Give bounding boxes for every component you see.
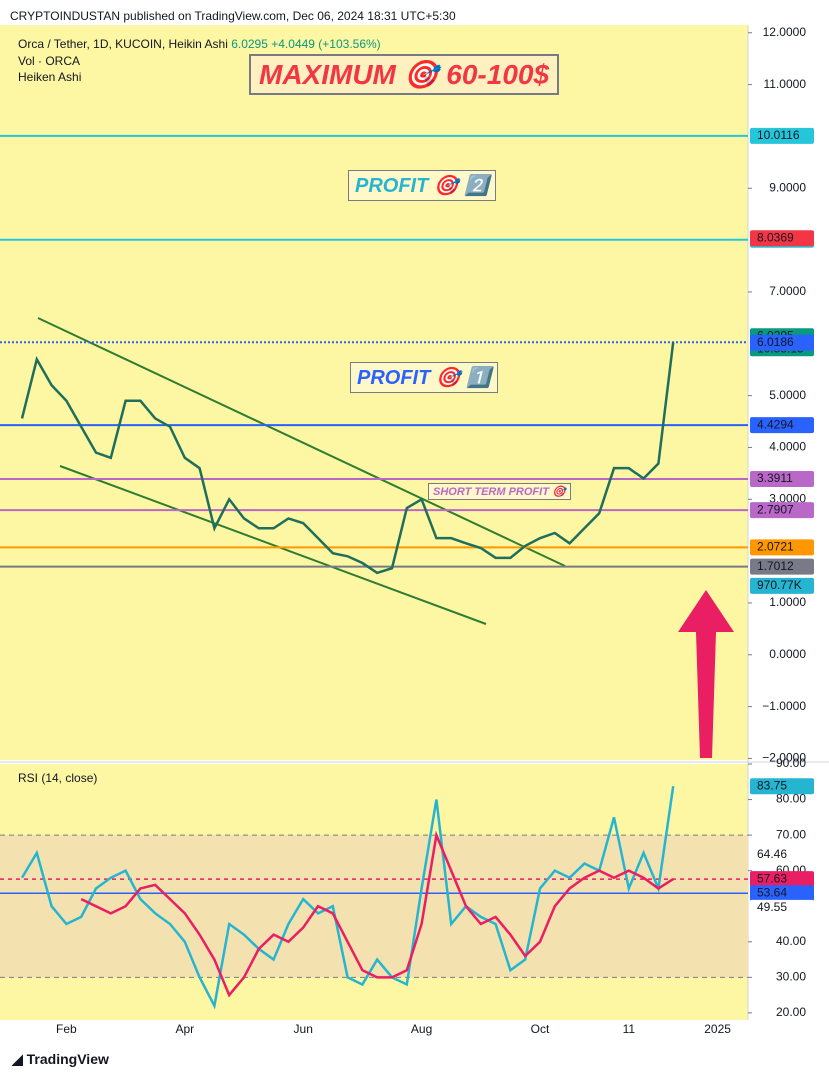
series-line (20, 342, 675, 575)
symbol: Orca / Tether, 1D, KUCOIN, Heikin Ashi 6… (18, 37, 381, 51)
price-tag-label: 6.0186 (757, 335, 794, 349)
y-tick-label: 5.0000 (769, 388, 806, 402)
y-tick-label: 20.00 (776, 1005, 806, 1019)
price-tag-label: 2.7907 (757, 502, 794, 516)
price-tag-label: 2.0721 (757, 540, 794, 554)
price-tag (750, 577, 814, 594)
price-tag (750, 539, 814, 556)
price-tag-label: 49.55 (757, 900, 787, 914)
y-tick-label: 7.0000 (769, 284, 806, 298)
x-tick-label: 11 (623, 1022, 636, 1036)
y-tick-label: 3.0000 (769, 491, 806, 505)
y-tick-label: 9.0000 (769, 180, 806, 194)
price-tag (750, 471, 814, 488)
x-tick-label: Aug (411, 1022, 432, 1036)
series-line (80, 830, 674, 998)
price-tag-label: 3.3911 (757, 471, 793, 485)
price-tag (750, 899, 814, 916)
price-tag-label: 83.75 (757, 778, 787, 792)
price-tag-label: 53.64 (757, 885, 787, 899)
y-tick-label: 80.00 (776, 792, 806, 806)
price-tag (750, 778, 814, 795)
price-tag-label: 970.77K (757, 578, 802, 592)
y-tick-label: −1.0000 (762, 699, 806, 713)
price-tag (750, 502, 814, 519)
arrow (678, 590, 734, 758)
price-tag-label: 57.63 (757, 871, 787, 885)
annotation: PROFIT 🎯 1️⃣ (350, 362, 499, 393)
rsi-title: RSI (14, close) (18, 771, 98, 785)
y-tick-label: 90.00 (776, 756, 806, 770)
y-tick-label: 70.00 (776, 827, 806, 841)
y-tick-label: 11.0000 (764, 77, 807, 91)
footer: ◢ TradingView (12, 1051, 109, 1067)
price-tag (750, 417, 814, 434)
price-tag (750, 885, 814, 902)
price-tag (750, 558, 814, 575)
price-tag-label: 64.46 (757, 847, 787, 861)
y-tick-label: 1.0000 (769, 595, 806, 609)
x-tick-label: Apr (175, 1022, 194, 1036)
price-tag-label: 8.0369 (757, 230, 794, 244)
trendline (59, 465, 487, 625)
change: +4.0449 (+103.56%) (271, 37, 381, 51)
y-tick-label: 30.00 (776, 970, 806, 984)
annotation: SHORT TERM PROFIT 🎯 (428, 483, 571, 500)
symbol-name: Orca / Tether, 1D, KUCOIN, Heikin Ashi (18, 37, 228, 51)
price-tag (750, 846, 814, 863)
volume-label: Vol · ORCA (18, 54, 81, 68)
annotation: MAXIMUM 🎯 60-100$ (249, 54, 560, 95)
price-tag (750, 334, 814, 351)
publisher: CRYPTOINDUSTAN published on TradingView.… (10, 9, 456, 23)
trendline (37, 317, 566, 567)
series-line (20, 786, 675, 1010)
rsi-band (0, 835, 748, 978)
price-tag-label: 4.4294 (757, 417, 794, 431)
price-tag (750, 871, 814, 888)
price-tag-label: 10.0116 (757, 128, 800, 142)
y-tick-label: 40.00 (776, 934, 806, 948)
x-tick-label: 2025 (704, 1022, 731, 1036)
price-tag (750, 127, 814, 144)
price-tag (750, 230, 814, 247)
x-tick-label: Oct (531, 1022, 550, 1036)
y-tick-label: 4.0000 (769, 440, 806, 454)
x-tick-label: Jun (294, 1022, 313, 1036)
last-price: 6.0295 (231, 37, 268, 51)
annotation: PROFIT 🎯 2️⃣ (348, 170, 497, 201)
indicator: Heiken Ashi (18, 70, 82, 84)
price-tag-label: 1.7012 (757, 559, 794, 573)
y-tick-label: −2.0000 (762, 751, 806, 765)
y-tick-label: 0.0000 (769, 647, 806, 661)
x-tick-label: Feb (56, 1022, 77, 1036)
y-tick-label: 12.0000 (763, 25, 807, 39)
footer-text: TradingView (26, 1051, 109, 1067)
